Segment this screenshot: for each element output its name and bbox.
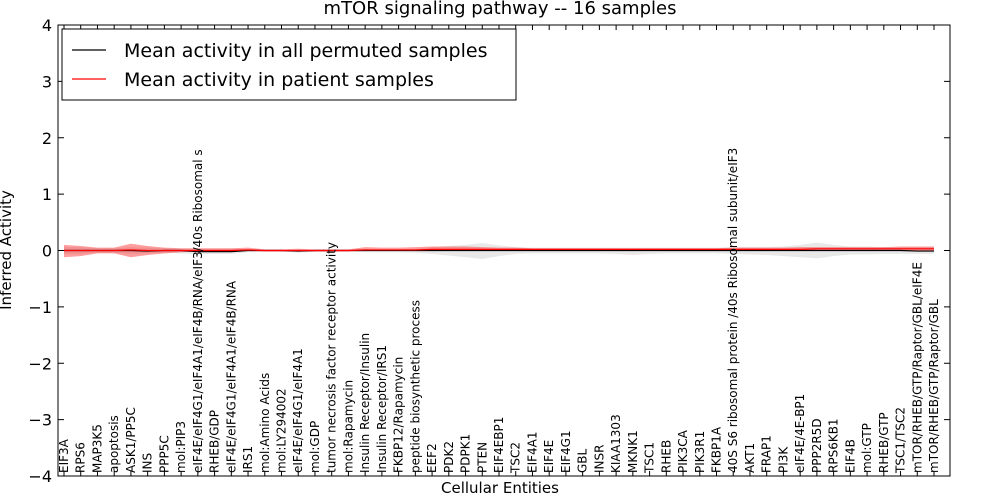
x-category-label: PIK3CA bbox=[676, 429, 690, 473]
x-category-label: mol:Rapamycin bbox=[341, 380, 355, 473]
x-category-label: PPP2R5D bbox=[810, 418, 824, 473]
x-category-label: EIF4A1 bbox=[525, 431, 539, 473]
x-category-label: PI3K bbox=[776, 446, 790, 473]
x-category-label: EEF2 bbox=[425, 443, 439, 473]
y-tick-label: 0 bbox=[42, 242, 52, 261]
x-category-label: Insulin Receptor/Insulin bbox=[358, 333, 372, 473]
x-axis-label: Cellular Entities bbox=[441, 479, 559, 497]
y-tick-label: −4 bbox=[28, 467, 52, 486]
y-tick-label: 4 bbox=[42, 16, 52, 35]
x-category-label: 40S S6 ribosomal protein /40s Ribosomal … bbox=[726, 148, 740, 473]
x-category-label: EIF4EBP1 bbox=[492, 417, 506, 473]
x-category-label: mol:GDP bbox=[308, 421, 322, 473]
x-category-label: mol:LY294002 bbox=[275, 388, 289, 473]
x-category-label: MKNK1 bbox=[626, 430, 640, 473]
x-category-label: RHEB/GDP bbox=[208, 410, 222, 473]
chart-title: mTOR signaling pathway -- 16 samples bbox=[324, 0, 677, 19]
x-category-label: TSC2 bbox=[509, 442, 523, 474]
x-category-label: PPP5C bbox=[157, 435, 171, 473]
x-category-label: INSR bbox=[592, 445, 606, 473]
x-category-label: mTOR/RHEB/GTP/Raptor/GBL bbox=[927, 299, 941, 473]
x-category-label: mol:PIP3 bbox=[174, 421, 188, 473]
x-category-label: FRAP1 bbox=[760, 435, 774, 473]
x-category-label: MAP3K5 bbox=[90, 424, 104, 473]
y-tick-label: 3 bbox=[42, 72, 52, 91]
x-category-label: ASK1/PP5C bbox=[124, 407, 138, 473]
x-category-label: peptide biosynthetic process bbox=[408, 300, 422, 473]
y-tick-label: −1 bbox=[28, 298, 52, 317]
x-axis-ticks: EIF3A RPS6 MAP3K5 apoptosis ASK1/PP5C INS PPP5… bbox=[57, 25, 941, 476]
x-category-label: RHEB bbox=[659, 440, 673, 473]
series-lines bbox=[64, 248, 934, 253]
x-category-label: eIF4E/eIF4G1/eIF4A1/eIF4B/RNA bbox=[224, 280, 238, 473]
x-category-label: KIAA1303 bbox=[609, 414, 623, 473]
x-category-label: tumor necrosis factor receptor activity bbox=[325, 242, 339, 473]
y-axis-label: Inferred Activity bbox=[0, 190, 15, 310]
x-category-label: FKBP1A bbox=[710, 426, 724, 473]
x-category-label: EIF4E bbox=[542, 440, 556, 473]
legend-label-patient: Mean activity in patient samples bbox=[124, 69, 434, 91]
x-category-label: eIF4E/eIF4G1/eIF4A1/eIF4B/RNA/eIF3/40s R… bbox=[191, 149, 205, 473]
y-tick-label: −3 bbox=[28, 411, 52, 430]
plot-frame bbox=[57, 24, 951, 477]
x-category-label: eIF4E/eIF4G1/eIF4A1 bbox=[291, 348, 305, 473]
x-category-label: Insulin Receptor/IRS1 bbox=[375, 345, 389, 473]
line-patient-mean bbox=[64, 248, 934, 252]
x-category-label: RPS6KB1 bbox=[827, 418, 841, 473]
x-category-label: INS bbox=[141, 453, 155, 473]
y-tick-label: 2 bbox=[42, 129, 52, 148]
x-category-label: PDPK1 bbox=[459, 434, 473, 473]
x-category-label: TSC1 bbox=[643, 442, 657, 474]
x-category-label: IRS1 bbox=[241, 446, 255, 473]
y-axis-ticks: −4 −3 −2 −1 0 1 2 3 4 bbox=[28, 16, 950, 486]
legend-box bbox=[61, 28, 517, 101]
line-permuted-mean bbox=[64, 249, 934, 253]
y-tick-label: −2 bbox=[28, 354, 52, 373]
x-category-label: GBL bbox=[576, 448, 590, 473]
legend: Mean activity in all permuted samples Me… bbox=[61, 28, 517, 101]
x-category-label: mol:Amino Acids bbox=[258, 373, 272, 473]
x-category-label: EIF3A bbox=[57, 438, 71, 473]
x-category-label: PTEN bbox=[475, 442, 489, 473]
x-category-label: TSC1/TSC2 bbox=[894, 407, 908, 474]
x-category-label: mTOR/RHEB/GTP/Raptor/GBL/eIF4E bbox=[910, 262, 924, 473]
x-category-label: EIF4G1 bbox=[559, 430, 573, 473]
x-category-label: apoptosis bbox=[107, 415, 121, 473]
x-category-label: EIF4B bbox=[843, 439, 857, 473]
x-category-label: mol:GTP bbox=[860, 423, 874, 473]
x-category-label: RPS6 bbox=[74, 442, 88, 473]
x-category-label: RHEB/GTP bbox=[877, 412, 891, 473]
legend-label-permuted: Mean activity in all permuted samples bbox=[124, 40, 487, 62]
x-category-label: PIK3R1 bbox=[693, 431, 707, 473]
x-category-label: AKT1 bbox=[743, 443, 757, 473]
x-category-label: FKBP12/Rapamycin bbox=[392, 357, 406, 473]
y-tick-label: 1 bbox=[42, 185, 52, 204]
x-category-label: eIF4E/4E-BP1 bbox=[793, 394, 807, 473]
x-category-label: PDK2 bbox=[442, 441, 456, 473]
